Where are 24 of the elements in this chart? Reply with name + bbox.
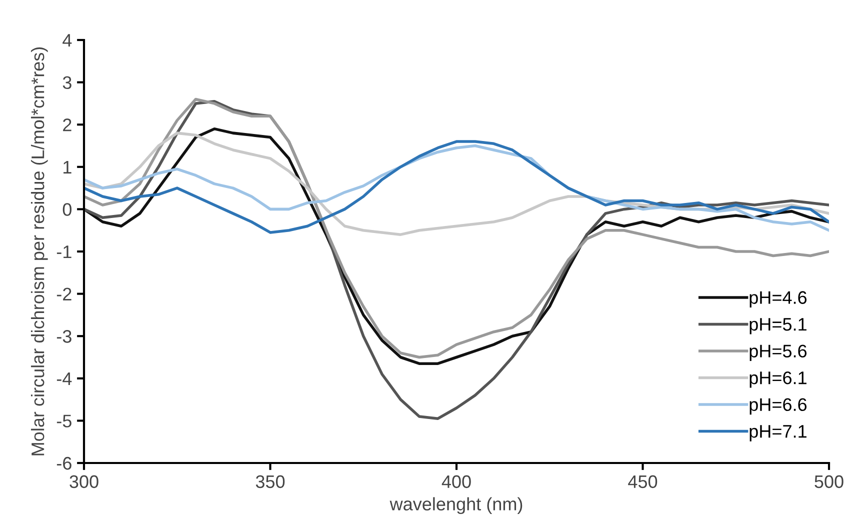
x-axis-title: wavelenght (nm) <box>390 497 522 514</box>
legend-label: pH=7.1 <box>750 425 806 442</box>
y-tick-label: -1 <box>56 246 72 258</box>
x-tick-label: 350 <box>256 475 285 488</box>
x-tick-label: 500 <box>814 475 844 488</box>
y-tick-label: 4 <box>62 34 72 47</box>
legend-label: pH=5.1 <box>750 318 806 334</box>
y-tick-label: -2 <box>56 288 72 300</box>
legend-label: pH=4.6 <box>750 291 807 308</box>
y-tick-label: -4 <box>56 372 72 385</box>
y-tick-label: -5 <box>56 414 72 428</box>
y-tick-label: 3 <box>62 76 72 90</box>
y-tick-label: -3 <box>56 330 72 343</box>
legend-label: pH=6.6 <box>750 398 807 415</box>
y-tick-label: 1 <box>64 161 72 174</box>
legend-label: pH=6.1 <box>750 371 806 388</box>
x-tick-label: 300 <box>70 475 98 488</box>
y-tick-label: -6 <box>56 456 72 470</box>
y-tick-label: 2 <box>63 118 72 132</box>
x-tick-label: 450 <box>628 475 658 488</box>
x-tick-label: 400 <box>442 475 471 488</box>
legend-label: pH=5.6 <box>750 344 807 362</box>
y-axis-title: Molar circular dichroism per residue (L/mol*cm*res) <box>30 47 48 456</box>
y-tick-label: 0 <box>62 203 72 216</box>
